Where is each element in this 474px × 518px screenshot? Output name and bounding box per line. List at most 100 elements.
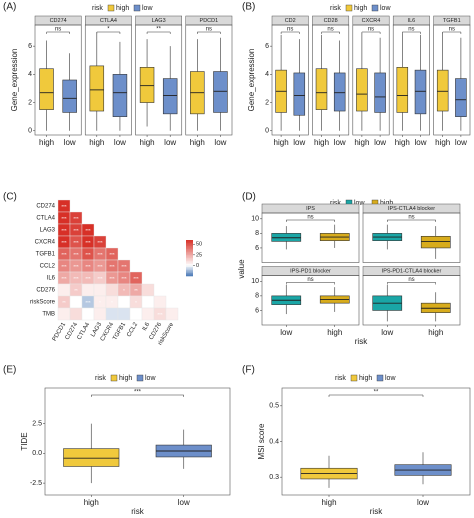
- box: [62, 79, 77, 113]
- box: [112, 74, 128, 117]
- y-tick-label: 0.3: [269, 474, 279, 481]
- x-tick-label: low: [455, 138, 467, 147]
- box: [89, 65, 105, 112]
- legend-swatch: [376, 374, 384, 382]
- cell-label: ***: [61, 264, 67, 269]
- y-axis-title: Gene_expression: [10, 49, 19, 112]
- y-axis-title: MSI score: [257, 423, 266, 460]
- cell-label: *: [135, 300, 137, 305]
- box: [162, 78, 178, 115]
- x-tick-label: low: [114, 138, 126, 147]
- cell-label: ***: [85, 300, 91, 305]
- facet-panel: [433, 24, 471, 136]
- facet-title: CD274: [50, 18, 67, 24]
- signif-label: ns: [408, 27, 414, 33]
- y-tick-label: 8: [255, 293, 259, 300]
- x-tick-label: low: [280, 328, 292, 337]
- facet-title: LAG3: [152, 18, 166, 24]
- heatmap-cell: [141, 307, 155, 321]
- y-tick-label: 0.0: [32, 450, 42, 457]
- x-axis-title: risk: [370, 507, 383, 516]
- heatmap-cell: [117, 295, 131, 309]
- colorbar-slice: [186, 255, 193, 257]
- x-tick-label: low: [293, 138, 305, 147]
- cell-label: ***: [85, 264, 91, 269]
- signif-bracket: [197, 31, 221, 34]
- signif-bracket: [387, 219, 436, 222]
- x-tick-label: low: [164, 138, 176, 147]
- cell-label: ***: [109, 276, 115, 281]
- cell-label: ***: [97, 252, 103, 257]
- signif-label: ns: [307, 277, 313, 283]
- facet-panel: [84, 24, 132, 136]
- cell-label: ***: [85, 228, 91, 233]
- y-axis-title: TIDE: [20, 432, 29, 450]
- row-label: TGFB1: [36, 252, 56, 258]
- colorbar-slice: [186, 274, 193, 277]
- signif-label: ns: [307, 215, 313, 221]
- legend-title: risk: [330, 5, 341, 12]
- legend-swatch: [136, 374, 144, 382]
- cell-label: *: [123, 288, 125, 293]
- facet-title: PDCD1: [200, 18, 219, 24]
- colorbar-slice: [186, 261, 193, 263]
- signif-label: ***: [134, 390, 142, 396]
- signif-label: ns: [408, 277, 414, 283]
- y-tick-label: -2.5: [30, 480, 42, 487]
- y-tick-label: 0.4: [269, 438, 279, 445]
- colorbar-label: 50: [196, 242, 202, 248]
- colorbar-label: 25: [196, 252, 202, 258]
- box: [356, 68, 368, 112]
- y-tick-label: 4: [28, 71, 32, 78]
- legend-swatch: [350, 374, 358, 382]
- signif-label: *: [107, 27, 110, 33]
- signif-label: **: [374, 390, 379, 396]
- colorbar-slice: [186, 270, 193, 272]
- heatmap-cell: [129, 307, 143, 321]
- legend-label: high: [354, 5, 367, 12]
- x-tick-label: high: [140, 138, 155, 147]
- row-label: LAG3: [40, 228, 56, 234]
- column-label: CCL2: [126, 321, 139, 338]
- x-tick-label: low: [381, 328, 393, 337]
- panel-label: (F): [242, 365, 255, 376]
- signif-label: ns: [327, 27, 333, 33]
- y-tick-label: 2.5: [32, 421, 42, 428]
- x-tick-label: low: [414, 138, 426, 147]
- signif-bracket: [96, 31, 121, 34]
- heatmap-cell: [117, 307, 131, 321]
- heatmap-cell: [81, 307, 95, 321]
- x-tick-label: low: [374, 138, 386, 147]
- facet-panel: [352, 24, 390, 136]
- signif-bracket: [91, 394, 184, 397]
- x-tick-label: high: [274, 138, 289, 147]
- signif-bracket: [328, 394, 424, 397]
- panel-label: (D): [242, 192, 256, 203]
- legend-title: risk: [95, 375, 106, 382]
- facet-title: CD2: [285, 18, 296, 24]
- x-tick-label: high: [321, 498, 336, 507]
- cell-label: ***: [73, 252, 79, 257]
- signif-bracket: [387, 282, 436, 285]
- legend-swatch: [345, 4, 353, 12]
- row-label: CD274: [36, 204, 55, 210]
- box: [293, 72, 306, 116]
- colorbar-slice: [186, 253, 193, 256]
- signif-bracket: [402, 31, 421, 34]
- cell-label: ***: [97, 276, 103, 281]
- panel-label: (A): [3, 2, 16, 13]
- legend-swatch: [110, 374, 118, 382]
- legend-label: low: [380, 5, 391, 12]
- cell-label: ***: [85, 252, 91, 257]
- legend-label: low: [145, 375, 156, 382]
- heatmap-cell: [81, 283, 95, 297]
- panel-label: (E): [3, 365, 16, 376]
- y-tick-label: 4: [265, 71, 269, 78]
- colorbar-slice: [186, 246, 193, 248]
- cell-label: ***: [109, 264, 115, 269]
- legend-label: high: [116, 5, 129, 12]
- column-label: CTLA4: [77, 321, 92, 341]
- heatmap-cell: [153, 295, 167, 309]
- row-label: CTLA4: [36, 216, 55, 222]
- heatmap-cell: [105, 283, 119, 297]
